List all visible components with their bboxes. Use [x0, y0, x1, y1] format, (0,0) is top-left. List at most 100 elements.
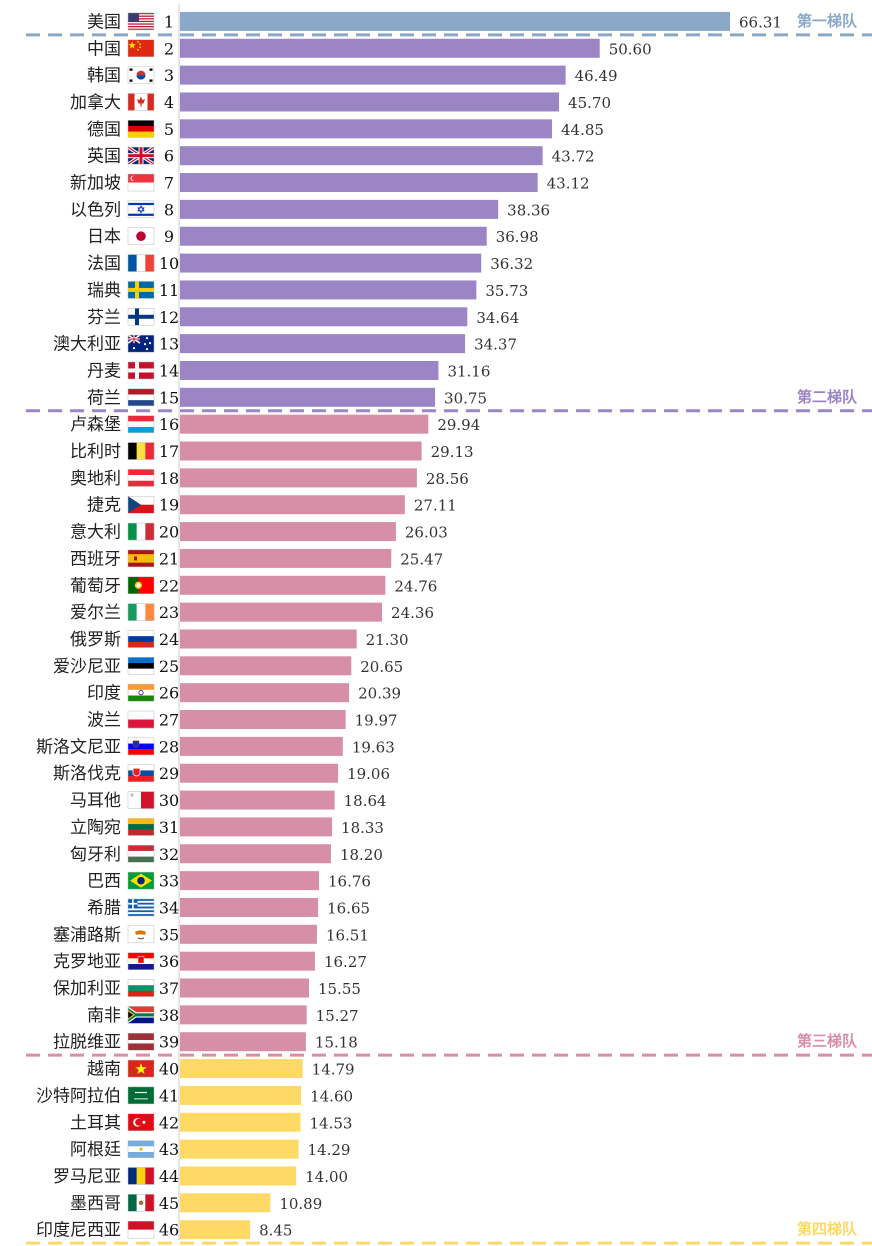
rank-label: 43 [159, 1140, 179, 1159]
bar [180, 307, 468, 327]
bar [180, 387, 436, 407]
value-label: 18.20 [340, 846, 383, 864]
bar [180, 1085, 302, 1105]
value-label: 43.12 [547, 175, 590, 193]
country-label: 爱沙尼亚 [53, 657, 121, 677]
bar [180, 199, 499, 219]
country-label: 意大利 [70, 523, 121, 543]
rank-label: 42 [159, 1113, 179, 1132]
flag-ca-icon [127, 93, 155, 111]
bar [180, 119, 552, 139]
tier-label: 第二梯队 [797, 388, 858, 406]
country-label: 中国 [87, 39, 121, 59]
country-label: 捷克 [87, 496, 121, 516]
value-label: 21.30 [366, 631, 409, 649]
value-label: 30.75 [444, 389, 487, 407]
country-label: 克罗地亚 [53, 952, 121, 972]
rank-label: 33 [159, 872, 179, 891]
value-label: 44.85 [561, 121, 604, 139]
country-label: 葡萄牙 [70, 576, 121, 596]
country-label: 墨西哥 [70, 1194, 121, 1214]
rank-label: 3 [164, 66, 174, 85]
flag-lv-icon [127, 1032, 155, 1051]
country-label: 爱尔兰 [70, 603, 121, 623]
bar [180, 790, 335, 810]
flag-fr-icon [127, 254, 155, 272]
country-label: 西班牙 [70, 549, 121, 569]
rank-label: 41 [159, 1086, 179, 1105]
bar [180, 1193, 271, 1213]
rank-label: 38 [159, 1006, 179, 1025]
flag-fi-icon [127, 308, 155, 326]
country-label: 瑞典 [87, 281, 121, 301]
value-label: 20.39 [358, 685, 401, 703]
bar [180, 602, 383, 622]
flag-ro-icon [127, 1167, 155, 1185]
value-label: 29.94 [437, 416, 480, 434]
country-label: 立陶宛 [70, 818, 121, 838]
rank-label: 34 [159, 898, 179, 917]
rank-label: 21 [159, 549, 179, 568]
value-label: 19.97 [355, 712, 398, 730]
rank-label: 28 [159, 737, 179, 756]
flag-tr-icon [127, 1113, 155, 1132]
bar [180, 575, 386, 595]
rank-label: 1 [164, 12, 174, 31]
bar [180, 253, 482, 273]
value-label: 36.98 [496, 228, 539, 246]
country-label: 英国 [87, 147, 121, 167]
country-label: 印度尼西亚 [36, 1221, 121, 1241]
value-label: 14.00 [305, 1168, 348, 1186]
bar [180, 763, 339, 783]
flag-lu-icon [127, 415, 155, 433]
rank-label: 45 [159, 1194, 179, 1213]
bar [180, 280, 477, 300]
rank-label: 22 [159, 576, 179, 595]
country-label: 以色列 [70, 200, 121, 220]
rank-label: 16 [159, 415, 179, 434]
rank-label: 32 [159, 845, 179, 864]
rank-label: 5 [164, 120, 174, 139]
value-label: 14.79 [312, 1061, 355, 1079]
bar [180, 629, 357, 649]
value-label: 19.63 [352, 738, 395, 756]
value-label: 43.72 [552, 148, 595, 166]
value-label: 36.32 [490, 255, 533, 273]
value-label: 8.45 [259, 1222, 292, 1240]
country-label: 保加利亚 [53, 979, 121, 999]
value-label: 14.53 [310, 1114, 353, 1132]
flag-de-icon [127, 120, 155, 138]
flag-gr-icon [127, 898, 155, 917]
flag-au-icon [127, 334, 155, 353]
country-label: 越南 [87, 1060, 121, 1080]
country-label: 希腊 [87, 898, 121, 918]
tier-label: 第四梯队 [797, 1220, 858, 1238]
flag-cz-icon [127, 495, 155, 514]
bar [180, 146, 543, 166]
rank-label: 6 [164, 147, 174, 166]
bar [180, 1220, 251, 1240]
bar [180, 334, 466, 354]
flag-dk-icon [127, 361, 155, 380]
country-label: 美国 [87, 12, 121, 32]
flag-sa-icon [127, 1086, 155, 1105]
rank-label: 31 [159, 818, 179, 837]
country-label: 荷兰 [87, 388, 121, 408]
bar [180, 897, 319, 917]
country-label: 斯洛文尼亚 [36, 737, 121, 757]
value-label: 18.33 [341, 819, 384, 837]
flag-hu-icon [127, 845, 155, 863]
value-label: 14.60 [310, 1087, 353, 1105]
value-label: 24.36 [391, 604, 434, 622]
value-label: 38.36 [507, 201, 550, 219]
value-label: 20.65 [360, 658, 403, 676]
bar [180, 978, 309, 998]
value-label: 19.06 [347, 765, 390, 783]
rank-label: 13 [159, 335, 179, 354]
rank-label: 9 [164, 227, 174, 246]
country-label: 波兰 [87, 711, 121, 731]
flag-sg-icon [127, 173, 155, 192]
bar [180, 951, 315, 971]
flag-be-icon [127, 442, 155, 460]
